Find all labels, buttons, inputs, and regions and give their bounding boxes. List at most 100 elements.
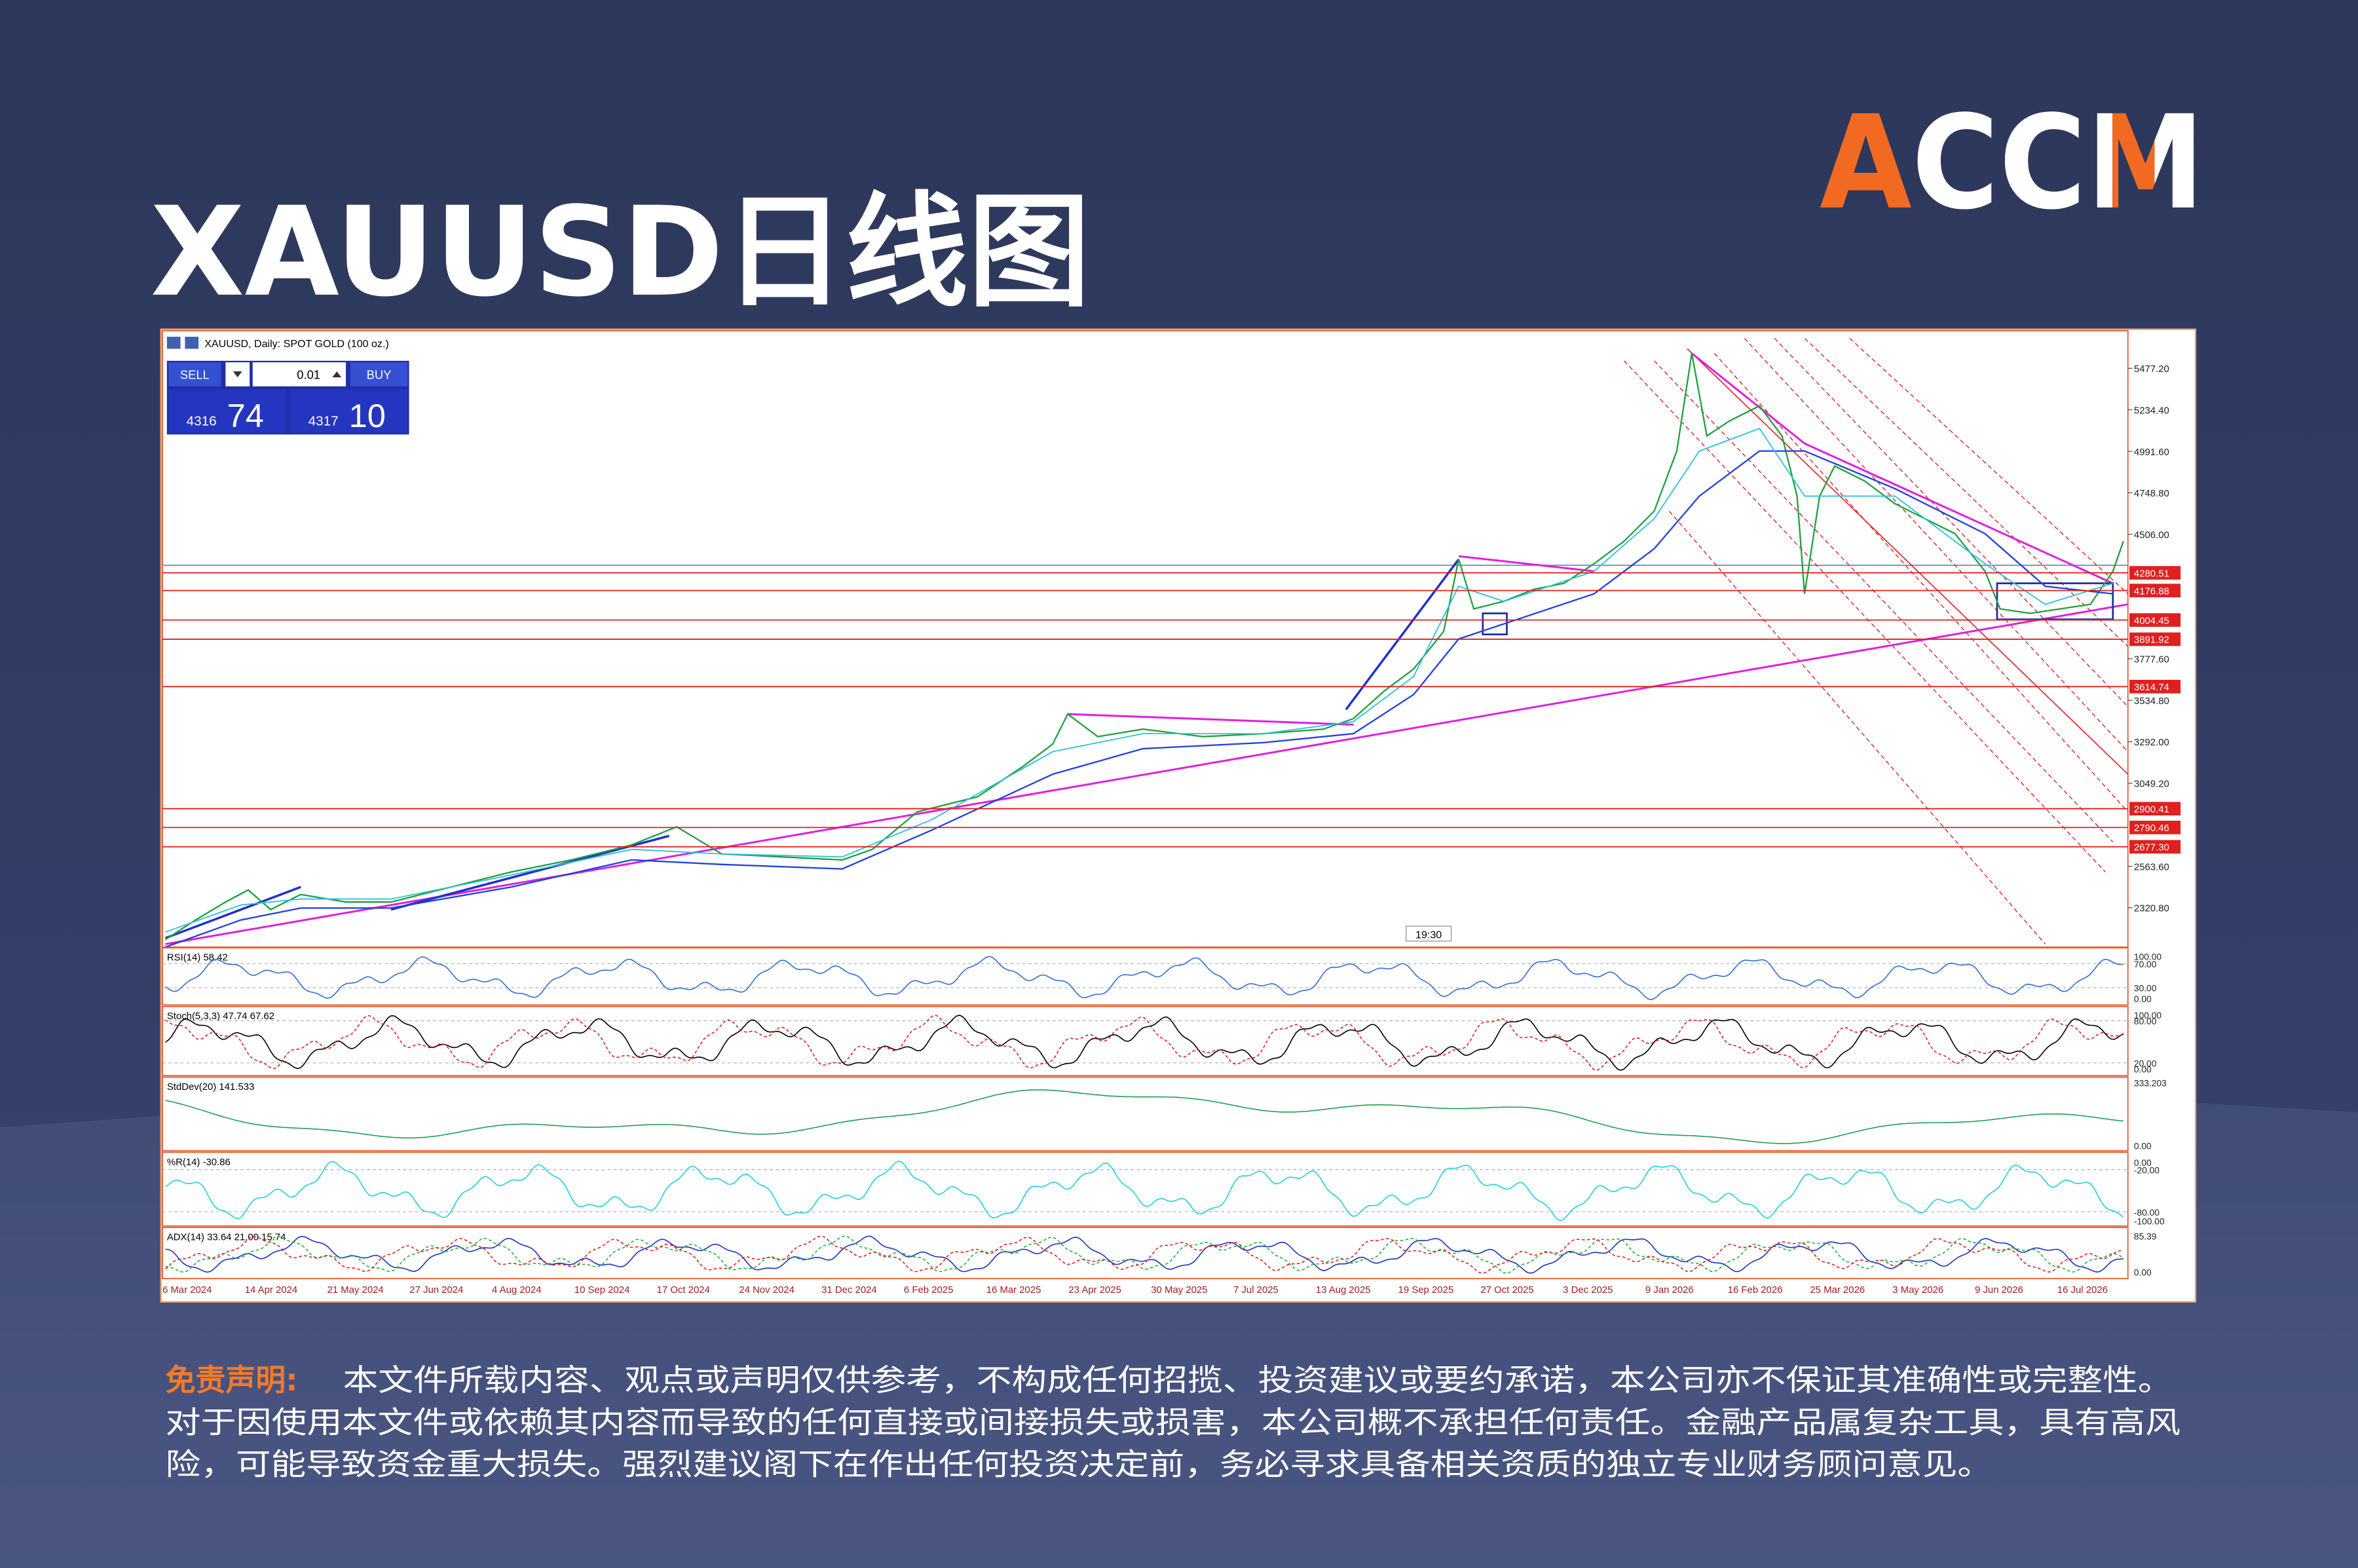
indicator-axis-label: 30.00 xyxy=(2134,984,2157,994)
date-tick-label: 7 Jul 2025 xyxy=(1233,1284,1279,1296)
price-tick-label: 2563.60 xyxy=(2134,861,2169,872)
level-label-box xyxy=(2129,821,2181,834)
level-label: 2677.30 xyxy=(2134,842,2169,853)
date-tick-label: 27 Jun 2024 xyxy=(409,1284,463,1296)
date-tick-label: 25 Mar 2026 xyxy=(1810,1284,1865,1296)
bid-price-main: 4316 xyxy=(187,414,217,429)
channel-line xyxy=(1744,337,2129,753)
level-label: 2900.41 xyxy=(2134,804,2169,815)
buy-button[interactable] xyxy=(350,362,408,386)
indicator-line xyxy=(165,1015,2124,1071)
level-label: 2790.46 xyxy=(2134,823,2169,834)
indicator-line xyxy=(165,1235,2124,1274)
date-tick-label: 21 May 2024 xyxy=(328,1284,384,1296)
buy-price-box[interactable] xyxy=(290,389,408,434)
date-tick-label: 14 Apr 2024 xyxy=(245,1284,297,1296)
caption-icon xyxy=(185,337,199,349)
logo: ACCM xyxy=(1820,88,2205,238)
date-tick-label: 3 Dec 2025 xyxy=(1563,1284,1613,1296)
date-tick-label: 16 Jul 2026 xyxy=(2057,1284,2108,1296)
indicator-axis-label: 85.39 xyxy=(2134,1231,2156,1241)
chart-frame xyxy=(160,328,2197,1303)
disclaimer-line: 本文件所载内容、观点或声明仅供参考，不构成任何招揽、投资建议或要约承诺，本公司亦… xyxy=(343,1362,2173,1398)
indicator-axis-label: 70.00 xyxy=(2134,960,2157,969)
level-label: 4280.51 xyxy=(2134,568,2169,579)
indicator-axis-label: -20.00 xyxy=(2134,1165,2160,1175)
indicator-label: StdDev(20) 141.533 xyxy=(167,1081,254,1092)
date-tick-label: 9 Jun 2026 xyxy=(1975,1284,2023,1296)
sell-label[interactable]: SELL xyxy=(180,367,210,381)
chart-caption: XAUUSD, Daily: SPOT GOLD (100 oz.) xyxy=(204,338,389,350)
date-tick-label: 19 Sep 2025 xyxy=(1398,1284,1454,1296)
level-label: 4176.88 xyxy=(2134,586,2169,597)
indicator-label: RSI(14) 58.42 xyxy=(167,952,228,963)
indicator-axis-label: 100.00 xyxy=(2134,952,2162,962)
indicator-axis-label: 333.203 xyxy=(2134,1078,2167,1088)
price-tick-label: 5234.40 xyxy=(2134,405,2169,416)
indicator-label: Stoch(5,3,3) 47.74 67.62 xyxy=(167,1011,274,1022)
indicator-axis-label: -80.00 xyxy=(2134,1208,2160,1218)
time-marker: 19:30 xyxy=(1415,929,1442,941)
indicator-panels: RSI(14) 58.42 100.0070.0030.000.00Stoch(5… xyxy=(162,947,2167,1280)
price-tick-label: 4506.00 xyxy=(2134,529,2169,540)
date-tick-label: 31 Dec 2024 xyxy=(821,1284,877,1296)
trend-line xyxy=(390,834,670,911)
indicator-axis-label: 20.00 xyxy=(2134,1059,2157,1069)
level-label: 4004.45 xyxy=(2134,615,2169,626)
date-tick-label: 10 Sep 2024 xyxy=(574,1284,630,1296)
date-tick-label: 17 Oct 2024 xyxy=(657,1284,710,1296)
dropdown-arrow xyxy=(233,371,242,378)
price-tick-label: 3049.20 xyxy=(2134,779,2169,790)
ask-price-pips: 10 xyxy=(349,397,386,434)
price-tick-label: 4991.60 xyxy=(2134,447,2169,458)
time-marker-box xyxy=(1405,925,1452,942)
level-label-box xyxy=(2129,584,2181,597)
indicator-panel xyxy=(162,1151,2129,1227)
indicator-panel xyxy=(162,947,2129,1006)
indicator-axis-label: 100.00 xyxy=(2134,1011,2162,1020)
indicator-axis-label: 80.00 xyxy=(2134,1017,2157,1026)
indicator-axis-label: -100.00 xyxy=(2134,1217,2165,1227)
price-tick-label: 3292.00 xyxy=(2134,737,2169,748)
ask-price-main: 4317 xyxy=(309,414,339,429)
level-label-box xyxy=(2129,566,2181,580)
bid-price-pips: 74 xyxy=(227,397,264,434)
date-tick-label: 13 Aug 2025 xyxy=(1316,1284,1371,1296)
date-tick-label: 3 May 2026 xyxy=(1892,1284,1943,1296)
trend-line xyxy=(1068,713,1354,726)
channel-line xyxy=(1774,337,2129,707)
date-tick-label: 6 Mar 2024 xyxy=(162,1284,212,1296)
channel-line xyxy=(1654,360,2114,842)
trend-line xyxy=(164,886,301,939)
indicator-label: ADX(14) 33.64 21.00 15.74 xyxy=(167,1232,286,1243)
indicator-line xyxy=(165,1089,2124,1144)
indicator-line xyxy=(165,1160,2124,1222)
disclaimer-label: 免责声明: xyxy=(166,1362,298,1398)
sell-price-box[interactable] xyxy=(168,389,286,434)
range-box xyxy=(1482,612,1508,635)
channel-line xyxy=(1687,348,2129,775)
channel-line xyxy=(1668,510,2046,944)
buy-label[interactable]: BUY xyxy=(367,367,392,381)
moving-average xyxy=(165,450,2113,948)
level-label: 3614.74 xyxy=(2134,682,2169,693)
trend-line xyxy=(1345,558,1460,711)
sell-button[interactable] xyxy=(168,362,221,386)
lot-input[interactable] xyxy=(252,362,346,386)
indicator-axis-label: 0.00 xyxy=(2134,1065,2152,1075)
indicator-axis-label: 0.00 xyxy=(2134,1142,2152,1151)
trend-line xyxy=(1458,555,1594,572)
caption-icon xyxy=(166,337,181,349)
price-tick-label: 3777.60 xyxy=(2134,654,2169,665)
indicator-panel xyxy=(162,1005,2129,1077)
indicator-line xyxy=(164,1235,2124,1274)
channel-line xyxy=(1849,337,2129,595)
indicator-label: %R(14) -30.86 xyxy=(167,1157,231,1168)
level-label-box xyxy=(2129,802,2181,816)
channel-line xyxy=(1624,360,2106,872)
price-tick-label: 2320.80 xyxy=(2134,903,2169,914)
date-tick-label: 16 Mar 2025 xyxy=(986,1284,1041,1296)
date-tick-label: 30 May 2025 xyxy=(1151,1284,1207,1296)
